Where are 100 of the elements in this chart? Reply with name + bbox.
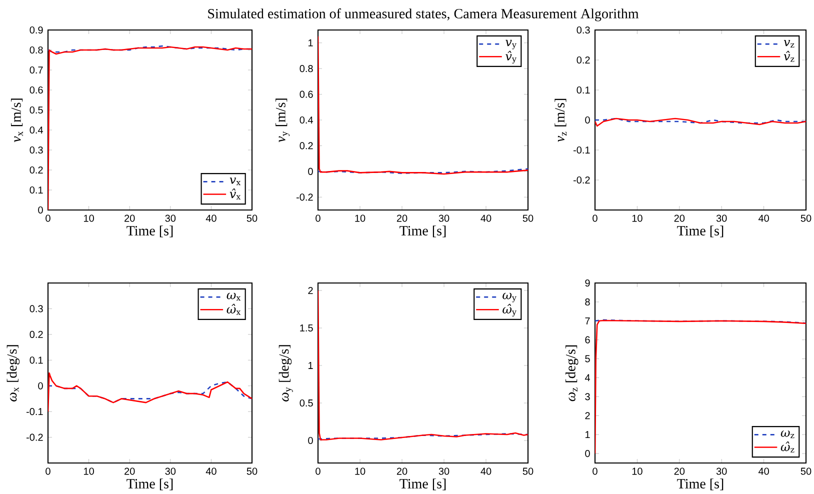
y-tick-label: 0.3 <box>30 146 43 154</box>
legend-label: ω$_{x}$ <box>226 292 241 300</box>
x-tick-label: 30 <box>716 468 727 475</box>
legend-label: ω̂$_{y}$ <box>502 304 516 317</box>
y-tick-label: 0.1 <box>30 186 43 194</box>
y-axis-title: v$_{x}$ [m/s] <box>11 98 23 142</box>
y-tick-label: 3 <box>585 393 590 400</box>
y-tick-label: 1 <box>308 39 313 46</box>
x-tick-label: 0 <box>316 468 320 475</box>
y-tick-label: -0.1 <box>26 408 43 416</box>
y-tick-label: 0.2 <box>576 56 590 64</box>
legend-label: v̂$_{y}$ <box>506 50 516 64</box>
x-axis-title: Time [s] <box>400 478 446 490</box>
x-tick-label: 40 <box>206 214 216 222</box>
y-tick-label: 2 <box>585 412 590 420</box>
x-tick-label: 10 <box>355 214 366 222</box>
x-tick-label: 20 <box>674 468 685 475</box>
x-tick-label: 0 <box>46 468 50 475</box>
x-tick-label: 20 <box>396 214 408 222</box>
y-tick-label: 0.8 <box>300 65 313 72</box>
x-tick-label: 0 <box>46 214 50 222</box>
x-tick-label: 50 <box>246 468 258 475</box>
x-tick-label: 0 <box>316 214 320 222</box>
x-tick-label: 40 <box>758 214 769 222</box>
line-series <box>595 320 806 454</box>
y-tick-label: 8 <box>585 298 590 306</box>
y-tick-label: 0.6 <box>30 86 43 94</box>
y-tick-label: 0.7 <box>30 66 43 74</box>
y-tick-label: 7 <box>585 317 590 324</box>
legend-label: ω̂$_{x}$ <box>226 304 241 315</box>
x-tick-label: 20 <box>396 468 408 475</box>
y-tick-label: 0 <box>38 206 43 214</box>
x-tick-label: 30 <box>165 214 176 222</box>
y-tick-label: 0 <box>585 116 590 124</box>
y-tick-label: 0.1 <box>30 356 43 364</box>
y-tick-label: 0.4 <box>30 126 43 134</box>
x-tick-label: 0 <box>592 214 598 222</box>
x-tick-label: 30 <box>438 468 450 475</box>
y-tick-label: 0 <box>585 450 590 458</box>
y-tick-label: 6 <box>585 336 590 344</box>
x-tick-label: 20 <box>124 214 135 222</box>
x-axis-title: Time [s] <box>126 226 173 238</box>
y-tick-label: 0.1 <box>576 86 590 94</box>
legend-label: ω$_{z}$ <box>780 430 794 438</box>
y-tick-label: 0.8 <box>30 46 43 54</box>
x-tick-label: 10 <box>355 468 366 475</box>
y-tick-label: 0.2 <box>30 330 43 338</box>
x-tick-label: 10 <box>84 214 94 222</box>
x-tick-label: 40 <box>480 214 492 222</box>
x-tick-label: 0 <box>592 468 598 475</box>
y-tick-label: 0.6 <box>300 90 313 98</box>
x-tick-label: 50 <box>800 468 812 475</box>
y-tick-label: 0.4 <box>300 116 313 124</box>
legend-label: v̂$_{x}$ <box>230 188 241 200</box>
y-tick-label: 1.5 <box>300 324 313 332</box>
legend-label: v$_{z}$ <box>784 40 794 48</box>
y-axis-title: ω$_{z}$ [deg/s] <box>566 345 578 402</box>
legend-label: v$_{x}$ <box>230 178 241 186</box>
legend-label: v̂$_{z}$ <box>784 50 794 62</box>
y-tick-label: 0.5 <box>30 106 43 114</box>
y-tick-label: -0.1 <box>574 146 590 154</box>
x-tick-label: 30 <box>438 214 450 222</box>
x-tick-label: 20 <box>674 214 685 222</box>
y-tick-label: 1 <box>585 431 590 438</box>
x-tick-label: 50 <box>246 214 258 222</box>
y-axis-title: ω$_{x}$ [deg/s] <box>6 345 20 402</box>
legend-label: ω$_{y}$ <box>502 292 516 302</box>
y-tick-label: 2 <box>308 287 313 294</box>
y-tick-label: 1 <box>308 362 313 369</box>
y-tick-label: 0.3 <box>30 305 43 312</box>
y-tick-label: 0.5 <box>300 399 313 407</box>
legend-label: ω̂$_{z}$ <box>780 441 794 452</box>
y-axis-title: v$_{y}$ [m/s] <box>276 98 290 142</box>
y-axis-title: v$_{z}$ [m/s] <box>554 98 567 142</box>
x-tick-label: 40 <box>480 468 492 475</box>
x-tick-label: 10 <box>84 468 94 475</box>
x-tick-label: 50 <box>522 214 534 222</box>
x-tick-label: 40 <box>758 468 769 475</box>
y-tick-label: 9 <box>585 279 590 287</box>
y-tick-label: 0.2 <box>300 142 313 150</box>
y-tick-label: 0 <box>308 168 313 175</box>
y-tick-label: 0.2 <box>30 166 43 174</box>
x-tick-label: 30 <box>165 468 176 475</box>
x-tick-label: 10 <box>632 214 642 222</box>
x-tick-label: 20 <box>124 468 135 475</box>
y-tick-label: -0.2 <box>296 194 313 201</box>
y-tick-label: 5 <box>585 355 590 362</box>
x-tick-label: 10 <box>632 468 642 475</box>
x-tick-label: 50 <box>800 214 812 222</box>
y-tick-label: 0 <box>38 382 43 390</box>
x-tick-label: 30 <box>716 214 727 222</box>
x-axis-title: Time [s] <box>400 226 446 238</box>
legend-label: v$_{y}$ <box>506 40 516 50</box>
x-axis-title: Time [s] <box>126 478 173 490</box>
x-tick-label: 40 <box>206 468 216 475</box>
chart-title: Simulated estimation of unmeasured states, Camera Measurement Algorithm <box>208 8 639 22</box>
x-axis-title: Time [s] <box>677 226 724 238</box>
y-tick-label: -0.2 <box>26 434 43 441</box>
y-tick-label: 0.3 <box>576 26 590 34</box>
x-tick-label: 50 <box>522 468 534 475</box>
